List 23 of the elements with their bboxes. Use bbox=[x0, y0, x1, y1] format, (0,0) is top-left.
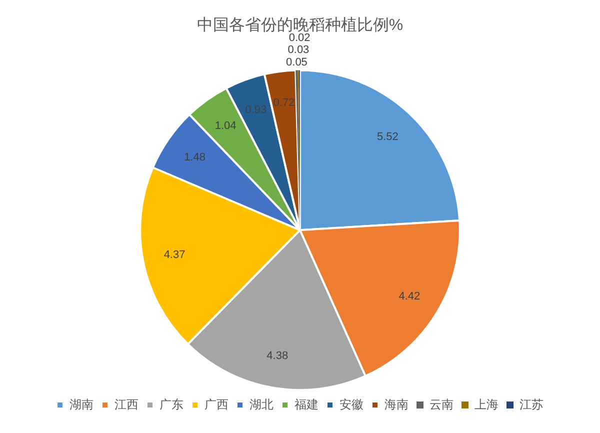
data-label: 0.05 bbox=[286, 56, 308, 68]
data-label: 4.38 bbox=[266, 350, 288, 362]
data-label: 0.72 bbox=[273, 97, 295, 110]
legend-label: 广西 bbox=[204, 397, 228, 412]
legend-label: 安徽 bbox=[340, 397, 364, 412]
chart-title: 中国各省份的晚稻种植比例% bbox=[196, 16, 404, 34]
legend-label: 湖北 bbox=[250, 397, 274, 412]
legend-label: 江苏 bbox=[520, 397, 544, 412]
legend-label: 江西 bbox=[114, 397, 138, 412]
data-label: 4.42 bbox=[398, 290, 420, 302]
legend-label: 广东 bbox=[160, 397, 184, 412]
legend-label: 湖南 bbox=[70, 397, 94, 412]
data-label: 1.48 bbox=[184, 151, 206, 164]
data-label: 0.03 bbox=[288, 44, 310, 56]
legend-label: 福建 bbox=[294, 397, 318, 412]
legend-label: 上海 bbox=[474, 397, 498, 412]
legend-label: 海南 bbox=[384, 397, 408, 412]
data-label: 0.02 bbox=[288, 32, 310, 44]
data-label: 1.04 bbox=[214, 120, 236, 132]
data-label: 4.37 bbox=[164, 249, 186, 261]
data-label: 5.52 bbox=[376, 130, 398, 143]
legend-label: 云南 bbox=[430, 397, 454, 412]
data-label: 0.93 bbox=[245, 104, 267, 116]
